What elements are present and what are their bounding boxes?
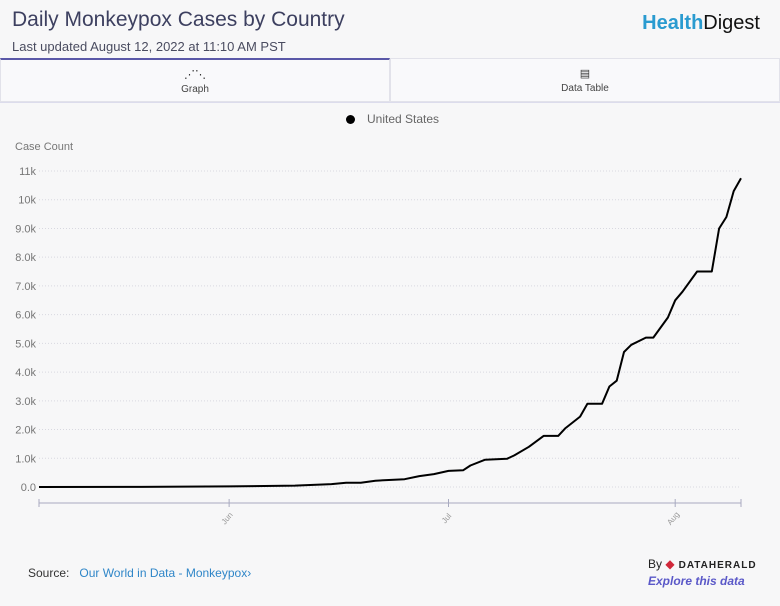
explore-link[interactable]: Explore this data [648, 574, 745, 588]
y-tick-label: 6.0k [15, 310, 36, 322]
y-tick-label: 8.0k [15, 252, 36, 264]
brand: DATAHERALD [678, 560, 757, 571]
tab-data-table-label: Data Table [561, 83, 609, 94]
dataherald-logo-icon: ◆ [665, 557, 675, 571]
legend-item-united-states[interactable]: United States [346, 112, 439, 126]
y-tick-label: 1.0k [15, 453, 36, 465]
last-updated: Last updated August 12, 2022 at 11:10 AM… [12, 39, 286, 54]
attribution: By ◆ DATAHERALD Explore this data [648, 557, 757, 588]
view-tabs: ⋰⋱ Graph ▤ Data Table [0, 58, 780, 103]
tab-graph[interactable]: ⋰⋱ Graph [0, 58, 390, 102]
y-tick-label: 2.0k [15, 425, 36, 437]
source-link[interactable]: Our World in Data - Monkeypox› [79, 566, 252, 580]
y-tick-label: 10k [18, 195, 36, 207]
y-tick-label: 4.0k [15, 367, 36, 379]
legend-label: United States [367, 112, 440, 126]
x-tick-label: Aug [665, 510, 681, 527]
tab-graph-label: Graph [181, 84, 209, 95]
logo-digest: Digest [703, 12, 760, 34]
series-line-united-states [38, 177, 742, 488]
y-tick-label: 11k [19, 166, 36, 178]
source: Source: Our World in Data - Monkeypox› [28, 566, 251, 580]
by-label: By [648, 557, 663, 571]
source-label: Source: [28, 566, 70, 580]
x-tick-label: Jul [440, 511, 454, 525]
healthdigest-logo[interactable]: HealthDigest [642, 12, 760, 35]
y-tick-label: 0.0 [21, 482, 36, 494]
tab-data-table[interactable]: ▤ Data Table [390, 58, 780, 102]
y-tick-label: 7.0k [15, 281, 36, 293]
source-link-text: Our World in Data - Monkeypox [79, 566, 248, 580]
y-tick-label: 5.0k [15, 338, 36, 350]
y-tick-label: 9.0k [15, 223, 36, 235]
line-chart-icon: ⋰⋱ [184, 69, 206, 81]
page-title: Daily Monkeypox Cases by Country [12, 8, 345, 31]
x-tick-label: Jun [220, 511, 235, 527]
logo-health: Health [642, 12, 704, 34]
y-tick-label: 3.0k [15, 396, 36, 408]
legend-dot [346, 115, 355, 125]
table-icon: ▤ [579, 68, 591, 80]
y-axis-label: Case Count [15, 141, 73, 153]
